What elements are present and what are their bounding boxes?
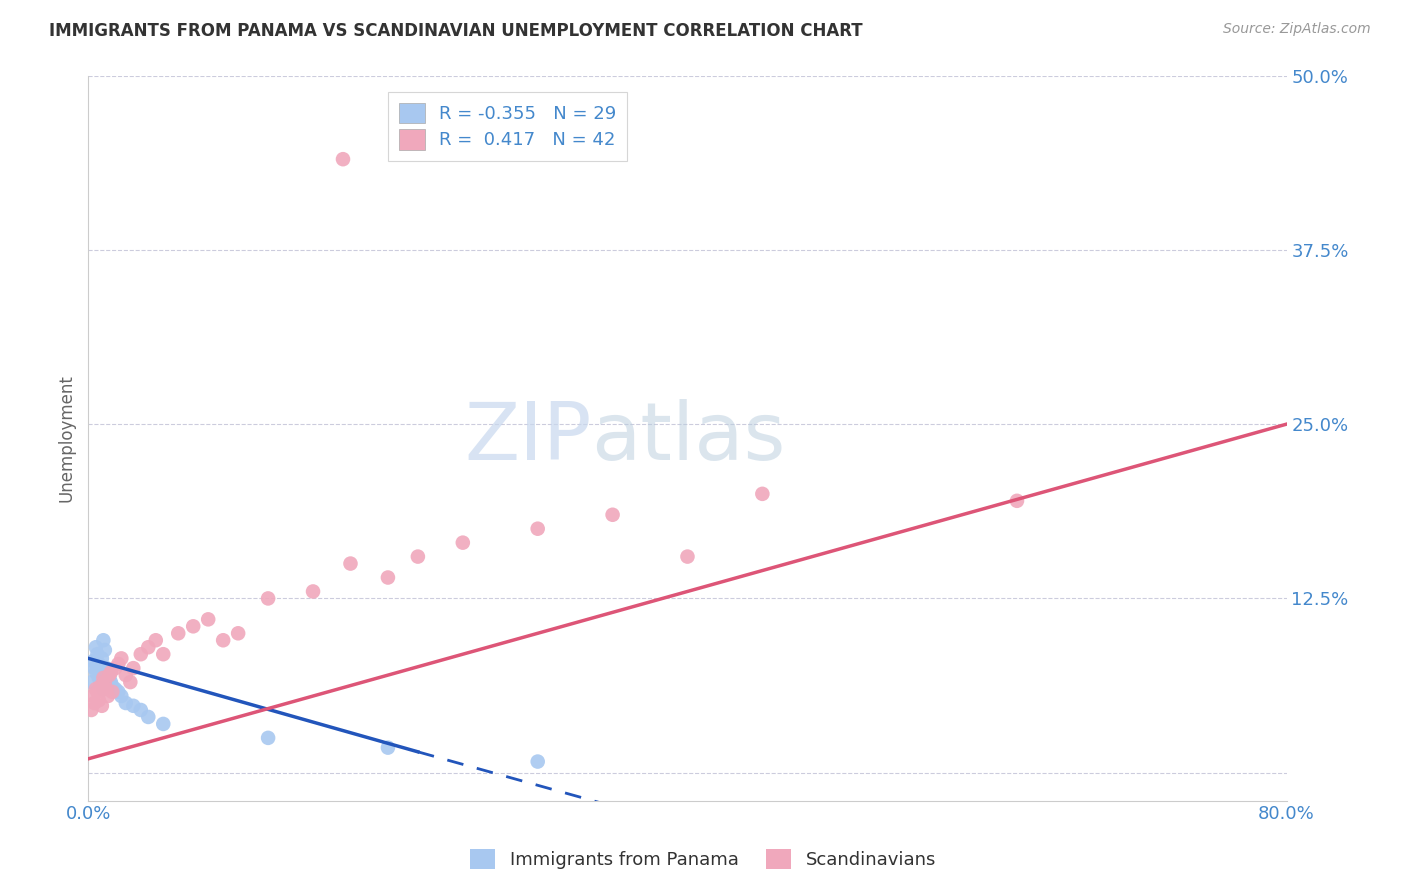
Point bbox=[257, 731, 280, 745]
Point bbox=[104, 681, 127, 696]
Point bbox=[98, 671, 121, 685]
Point bbox=[136, 710, 159, 724]
Point bbox=[87, 671, 110, 685]
Point bbox=[107, 657, 129, 671]
Point bbox=[101, 685, 124, 699]
Point bbox=[83, 696, 105, 710]
Point bbox=[93, 633, 115, 648]
Legend: R = -0.355   N = 29, R =  0.417   N = 42: R = -0.355 N = 29, R = 0.417 N = 42 bbox=[388, 92, 627, 161]
Point bbox=[86, 647, 108, 661]
Point bbox=[86, 685, 108, 699]
Text: Source: ZipAtlas.com: Source: ZipAtlas.com bbox=[1223, 22, 1371, 37]
Point bbox=[90, 698, 112, 713]
Point bbox=[122, 698, 145, 713]
Text: ZIP: ZIP bbox=[464, 399, 592, 477]
Point bbox=[120, 675, 142, 690]
Point bbox=[526, 522, 548, 536]
Point bbox=[82, 654, 104, 668]
Point bbox=[96, 661, 118, 675]
Text: IMMIGRANTS FROM PANAMA VS SCANDINAVIAN UNEMPLOYMENT CORRELATION CHART: IMMIGRANTS FROM PANAMA VS SCANDINAVIAN U… bbox=[49, 22, 863, 40]
Point bbox=[212, 633, 235, 648]
Point bbox=[89, 668, 111, 682]
Point bbox=[94, 675, 117, 690]
Point bbox=[97, 689, 120, 703]
Point bbox=[94, 643, 117, 657]
Text: atlas: atlas bbox=[592, 399, 786, 477]
Point bbox=[87, 693, 110, 707]
Point bbox=[80, 675, 103, 690]
Point bbox=[122, 661, 145, 675]
Point bbox=[129, 647, 152, 661]
Point bbox=[1005, 493, 1028, 508]
Point bbox=[107, 685, 129, 699]
Point bbox=[83, 661, 105, 675]
Point bbox=[751, 487, 773, 501]
Point bbox=[226, 626, 249, 640]
Point bbox=[84, 665, 107, 680]
Point bbox=[152, 717, 174, 731]
Point bbox=[98, 668, 121, 682]
Point bbox=[97, 665, 120, 680]
Point bbox=[84, 681, 107, 696]
Point bbox=[406, 549, 429, 564]
Point bbox=[90, 651, 112, 665]
Point bbox=[100, 665, 122, 680]
Point bbox=[114, 696, 136, 710]
Point bbox=[152, 647, 174, 661]
Point bbox=[145, 633, 167, 648]
Point bbox=[93, 671, 115, 685]
Point bbox=[676, 549, 699, 564]
Point bbox=[80, 703, 103, 717]
Point bbox=[451, 535, 474, 549]
Point bbox=[84, 640, 107, 655]
Point bbox=[377, 740, 399, 755]
Point bbox=[104, 661, 127, 675]
Point bbox=[89, 679, 111, 693]
Point bbox=[136, 640, 159, 655]
Point bbox=[100, 675, 122, 690]
Point bbox=[377, 570, 399, 584]
Point bbox=[110, 689, 132, 703]
Point bbox=[82, 689, 104, 703]
Point bbox=[197, 612, 219, 626]
Point bbox=[302, 584, 325, 599]
Point bbox=[110, 651, 132, 665]
Point bbox=[257, 591, 280, 606]
Point bbox=[332, 152, 354, 166]
Point bbox=[93, 681, 115, 696]
Point bbox=[87, 657, 110, 671]
Point bbox=[101, 679, 124, 693]
Point bbox=[339, 557, 361, 571]
Point bbox=[114, 668, 136, 682]
Point bbox=[602, 508, 624, 522]
Point bbox=[181, 619, 204, 633]
Point bbox=[167, 626, 190, 640]
Y-axis label: Unemployment: Unemployment bbox=[58, 374, 75, 502]
Legend: Immigrants from Panama, Scandinavians: Immigrants from Panama, Scandinavians bbox=[461, 839, 945, 879]
Point bbox=[526, 755, 548, 769]
Point bbox=[129, 703, 152, 717]
Point bbox=[96, 681, 118, 696]
